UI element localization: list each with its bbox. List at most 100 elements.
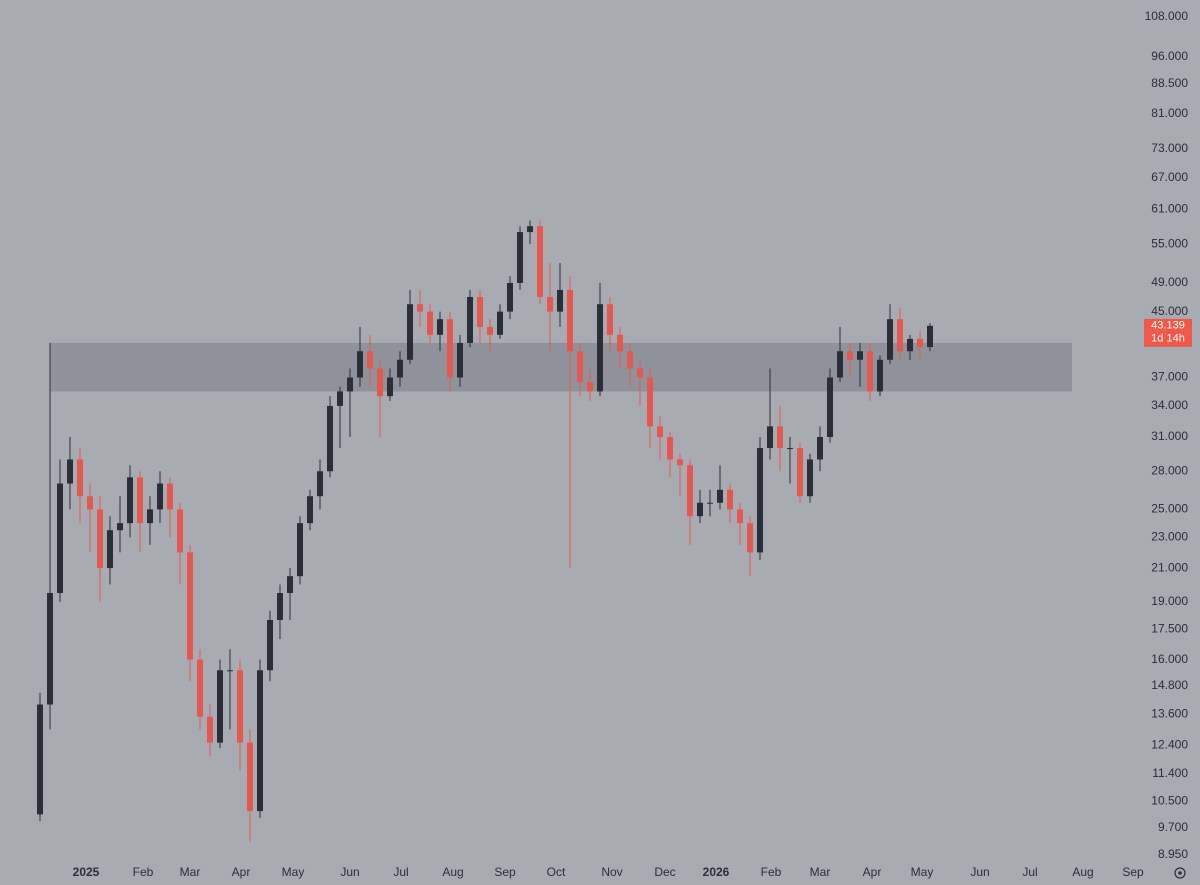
candle-body <box>747 523 753 553</box>
candle-body <box>467 296 473 343</box>
y-tick-label: 9.700 <box>1158 820 1188 834</box>
candle-body <box>307 496 313 524</box>
candle-body <box>597 304 603 392</box>
candle-body <box>297 523 303 577</box>
candle-body <box>657 426 663 438</box>
x-tick-label: Mar <box>810 865 831 879</box>
candle-body <box>437 319 443 335</box>
y-tick-label: 21.000 <box>1151 560 1188 574</box>
candle-body <box>667 437 673 460</box>
candle-body <box>927 325 933 348</box>
candle-body <box>407 304 413 360</box>
x-tick-label: May <box>282 865 305 879</box>
candle-body <box>197 659 203 717</box>
candle-body <box>217 670 223 743</box>
y-tick-label: 37.000 <box>1151 370 1188 384</box>
x-tick-label: Feb <box>761 865 782 879</box>
candle-body <box>97 509 103 569</box>
y-tick-label: 28.000 <box>1151 463 1188 477</box>
candle-body <box>767 426 773 449</box>
candle-body <box>137 477 143 524</box>
settings-icon[interactable] <box>1174 867 1186 879</box>
candle-body <box>57 483 63 594</box>
candle-body <box>527 226 533 233</box>
candle-body <box>377 368 383 397</box>
y-tick-label: 31.000 <box>1151 429 1188 443</box>
candle-body <box>347 377 353 392</box>
candle-body <box>907 338 913 352</box>
y-tick-label: 12.400 <box>1151 738 1188 752</box>
x-tick-label: Jul <box>1022 865 1037 879</box>
candle-body <box>107 530 113 569</box>
candle-body <box>847 351 853 360</box>
axis-layer: 108.000 96.000 88.500 81.000 73.000 67.000 61.… <box>73 9 1192 879</box>
y-tick-label: 14.800 <box>1151 678 1188 692</box>
candle-body <box>127 477 133 524</box>
candle-body <box>207 716 213 743</box>
candle-body <box>417 304 423 312</box>
candle-body <box>67 459 73 484</box>
y-tick-label: 45.000 <box>1151 304 1188 318</box>
y-tick-label: 25.000 <box>1151 502 1188 516</box>
candle-body <box>687 465 693 517</box>
candle-body <box>827 377 833 438</box>
y-tick-label: 49.000 <box>1151 275 1188 289</box>
x-tick-label: Sep <box>1122 865 1144 879</box>
candle-body <box>867 351 873 392</box>
y-tick-label: 11.400 <box>1152 766 1188 780</box>
candle-body <box>577 351 583 383</box>
candle-body <box>507 282 513 312</box>
candle-body <box>227 670 233 672</box>
candle-body <box>837 351 843 378</box>
last-price: 43.139 <box>1151 320 1185 332</box>
countdown: 1d 14h <box>1151 333 1185 345</box>
candle-body <box>367 351 373 369</box>
x-tick-label: Nov <box>601 865 622 879</box>
candle-body <box>917 338 923 348</box>
y-tick-label: 23.000 <box>1151 530 1188 544</box>
candle-body <box>397 359 403 378</box>
candle-body <box>257 670 263 812</box>
candle-body <box>157 483 163 510</box>
candle-body <box>617 334 623 352</box>
candle-body <box>427 311 433 335</box>
zone-layer <box>50 342 1072 392</box>
candle-body <box>787 448 793 450</box>
candle-body <box>447 319 453 378</box>
candle-body <box>327 405 333 472</box>
y-tick-label: 19.000 <box>1151 594 1188 608</box>
candle-body <box>637 368 643 378</box>
candle-body <box>267 619 273 671</box>
y-tick-label: 55.000 <box>1151 236 1188 250</box>
candle-body <box>277 593 283 620</box>
candle-body <box>607 304 613 335</box>
y-tick-label: 17.500 <box>1151 622 1188 636</box>
candle-body <box>697 502 703 517</box>
candle-body <box>517 232 523 283</box>
candle-body <box>537 226 543 297</box>
y-tick-label: 8.950 <box>1158 847 1188 861</box>
candle-body <box>117 523 123 531</box>
y-tick-label: 108.000 <box>1145 9 1189 23</box>
candle-layer <box>37 220 933 843</box>
candle-body <box>77 459 83 497</box>
candle-body <box>647 377 653 427</box>
y-tick-label: 67.000 <box>1151 170 1188 184</box>
y-tick-label: 16.000 <box>1151 652 1188 666</box>
candle-body <box>887 319 893 360</box>
x-tick-label: 2026 <box>703 865 730 879</box>
candle-body <box>87 496 93 510</box>
candle-body <box>807 459 813 497</box>
candle-body <box>47 593 53 705</box>
candle-body <box>287 576 293 594</box>
candle-body <box>727 489 733 510</box>
candle-body <box>237 670 243 743</box>
candle-body <box>707 502 713 504</box>
y-tick-label: 13.600 <box>1151 706 1188 720</box>
candle-body <box>477 296 483 327</box>
candle-body <box>37 704 43 815</box>
candle-body <box>717 489 723 503</box>
price-label-box <box>1144 318 1192 347</box>
